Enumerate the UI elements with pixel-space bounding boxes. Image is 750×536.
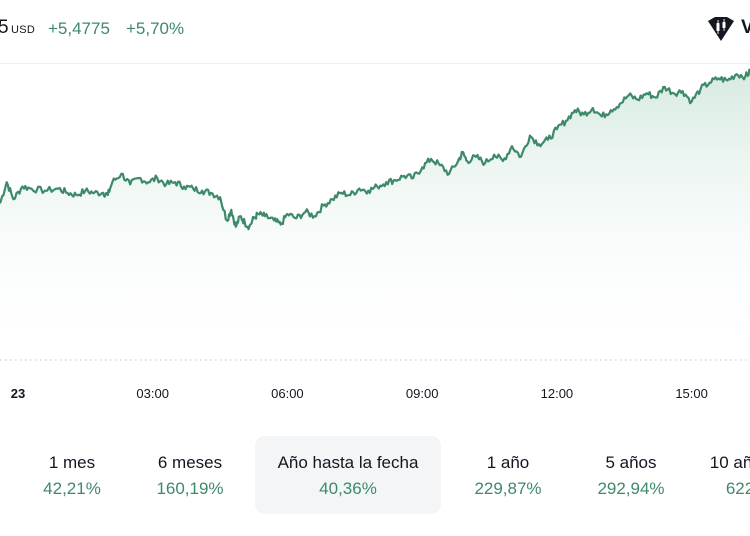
header-divider (0, 63, 750, 64)
brand-logo-text: V (741, 17, 750, 38)
period-label: 5 años (605, 453, 657, 472)
price-area-fill (0, 69, 750, 360)
period-label: 1 año (486, 453, 530, 472)
period-label: 6 meses (157, 453, 223, 472)
x-tick-label: 09:00 (406, 386, 439, 401)
period-tab[interactable]: 10 años 622 (680, 436, 750, 514)
performance-periods: 1 mes 42,21% 6 meses 160,19% Año hasta la fe… (0, 436, 750, 516)
period-label: 1 mes (48, 453, 96, 472)
period-return: 160,19% (156, 479, 224, 498)
period-return: 229,87% (474, 479, 542, 498)
period-tab[interactable]: 5 años 292,94% (571, 436, 691, 514)
period-tab[interactable]: 6 meses 160,19% (130, 436, 250, 514)
x-tick-label: 12:00 (541, 386, 574, 401)
brand-logo-icon[interactable] (706, 15, 736, 43)
period-tab[interactable]: Año hasta la fecha 40,36% (255, 436, 441, 514)
period-return: 622 (725, 479, 750, 498)
currency-label: USD (11, 24, 36, 36)
x-tick-label: 06:00 (271, 386, 304, 401)
period-label: Año hasta la fecha (277, 453, 419, 472)
x-tick-label: 23 (11, 386, 25, 401)
x-tick-label: 03:00 (136, 386, 169, 401)
price-change-percent: +5,70% (126, 19, 185, 38)
period-return: 292,94% (597, 479, 665, 498)
x-tick-label: 15:00 (675, 386, 708, 401)
period-tab[interactable]: 1 mes 42,21% (12, 436, 132, 514)
period-return: 42,21% (43, 479, 101, 498)
symbol-header: 5 USD +5,4775 +5,70% V (0, 0, 750, 60)
price-chart[interactable]: 23 03:00 06:00 09:00 12:00 15:00 (0, 64, 750, 414)
period-return: 40,36% (319, 479, 377, 498)
last-price: 5 (0, 17, 9, 38)
price-change-absolute: +5,4775 (48, 19, 110, 38)
period-label: 10 años (709, 453, 750, 472)
price-line (0, 68, 750, 231)
period-tab[interactable]: 1 año 229,87% (448, 436, 568, 514)
